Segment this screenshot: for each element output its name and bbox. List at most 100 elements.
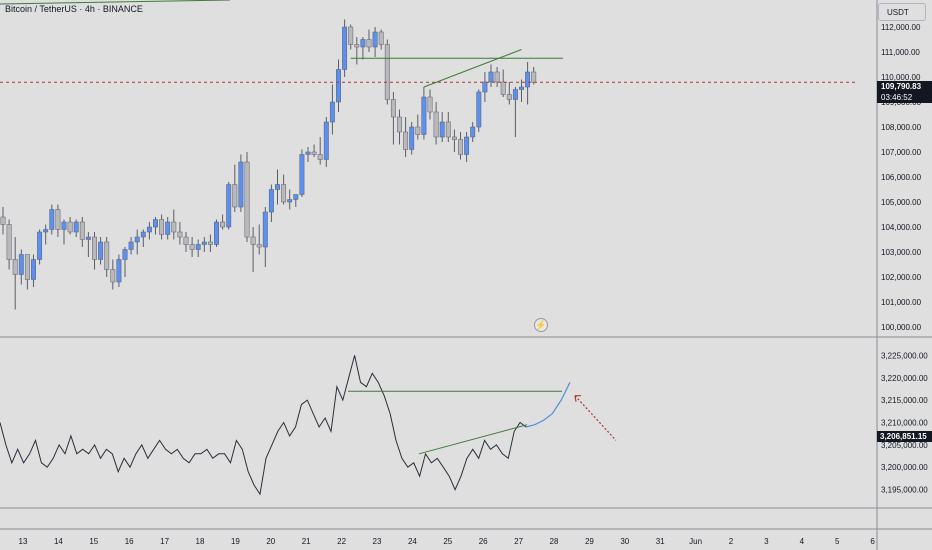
candle-body xyxy=(506,94,512,100)
candle-body xyxy=(92,236,97,260)
candle-body xyxy=(153,219,158,228)
price-scale[interactable]: 112,000.00111,000.00110,000.00109,000.00… xyxy=(881,23,922,332)
time-axis-label: 28 xyxy=(550,537,559,546)
oscillator-scale-label: 3,220,000.00 xyxy=(881,374,928,383)
candle-body xyxy=(226,184,232,228)
candle-body xyxy=(464,136,470,155)
candle-body xyxy=(12,259,18,275)
candle-body xyxy=(140,231,146,238)
candle-body xyxy=(177,231,183,238)
candle-body xyxy=(268,189,274,213)
time-axis-label: 26 xyxy=(479,537,488,546)
oscillator-last-value-tag: 3,206,851.15 xyxy=(877,431,932,442)
time-axis-label: 31 xyxy=(656,537,665,546)
candle-body xyxy=(421,96,427,135)
symbol-title: Bitcoin / TetherUS · 4h · BINANCE xyxy=(5,4,143,14)
candle-body xyxy=(146,226,152,233)
candles-layer xyxy=(0,19,537,310)
candle-body xyxy=(397,116,402,133)
time-axis-label: 16 xyxy=(125,537,134,546)
candle-body xyxy=(37,231,43,260)
price-scale-label: 101,000.00 xyxy=(881,298,922,307)
candle-body xyxy=(494,71,500,83)
time-axis-label: 14 xyxy=(54,537,63,546)
candle-body xyxy=(336,69,341,103)
price-scale-label: 103,000.00 xyxy=(881,248,922,257)
candle-body xyxy=(305,151,311,155)
oscillator-scale-label: 3,225,000.00 xyxy=(881,351,928,360)
candle-body xyxy=(207,241,213,245)
candle-body xyxy=(98,241,104,260)
drawings-layer xyxy=(0,49,857,88)
candle-body xyxy=(220,221,226,228)
candle-body xyxy=(390,99,396,118)
time-axis-label: 13 xyxy=(19,537,28,546)
time-axis-label: Jun xyxy=(689,537,702,546)
time-axis[interactable]: 13 14 15 16 17 18 19 20 21 22 23 24 25 26 27 28 29 30 31 Ju… xyxy=(19,537,876,546)
time-axis-label: 21 xyxy=(302,537,311,546)
currency-button[interactable]: USDT xyxy=(878,3,926,21)
time-axis-label: 2 xyxy=(729,537,734,546)
candle-body xyxy=(531,71,537,83)
candle-body xyxy=(6,224,12,260)
candle-body xyxy=(116,259,122,283)
candle-body xyxy=(244,161,250,238)
candle-body xyxy=(61,221,67,230)
oscillator-scale[interactable]: 3,225,000.00 3,220,000.00 3,215,000.00 3,21… xyxy=(881,351,928,494)
oscillator-trendline xyxy=(418,424,528,455)
last-price-tag: 109,790.83 xyxy=(877,81,932,92)
candle-body xyxy=(183,236,189,245)
candle-body xyxy=(110,269,116,283)
price-scale-label: 102,000.00 xyxy=(881,273,922,282)
candle-body xyxy=(128,241,134,250)
candle-body xyxy=(85,236,91,240)
oscillator-layer xyxy=(0,355,617,496)
candle-body xyxy=(451,136,457,140)
candle-body xyxy=(201,241,207,245)
time-axis-label: 29 xyxy=(585,537,594,546)
time-axis-label: 25 xyxy=(443,537,452,546)
candle-body xyxy=(525,71,531,88)
candle-body xyxy=(49,209,55,230)
candle-body xyxy=(31,259,36,280)
candle-body xyxy=(287,199,293,203)
candle-body xyxy=(214,221,219,245)
candle-body xyxy=(171,221,177,233)
lightning-icon[interactable]: ⚡ xyxy=(534,318,548,332)
time-axis-label: 18 xyxy=(196,537,205,546)
candle-body xyxy=(403,131,409,150)
time-axis-label: 17 xyxy=(160,537,169,546)
price-scale-label: 108,000.00 xyxy=(881,123,922,132)
time-axis-label: 22 xyxy=(337,537,346,546)
time-axis-label: 5 xyxy=(835,537,840,546)
projection-arrow xyxy=(574,395,617,441)
time-axis-label: 27 xyxy=(514,537,523,546)
candle-body xyxy=(433,111,439,138)
oscillator-line xyxy=(0,355,527,496)
oscillator-scale-label: 3,205,000.00 xyxy=(881,441,928,450)
candle-body xyxy=(482,81,488,93)
price-scale-label: 111,000.00 xyxy=(881,48,920,57)
candle-body xyxy=(195,244,201,250)
candle-body xyxy=(24,254,30,280)
oscillator-scale-label: 3,200,000.00 xyxy=(881,463,928,472)
candle-body xyxy=(165,221,171,235)
projection-arrowhead xyxy=(574,395,581,402)
partial-trendline[interactable] xyxy=(0,0,231,5)
price-scale-label: 107,000.00 xyxy=(881,148,922,157)
time-axis-label: 19 xyxy=(231,537,240,546)
candle-body xyxy=(470,126,476,138)
candle-body xyxy=(104,241,110,270)
candle-body xyxy=(500,81,506,95)
time-axis-label: 6 xyxy=(870,537,875,546)
price-scale-label: 112,000.00 xyxy=(881,23,921,32)
candle-body xyxy=(238,161,244,208)
oscillator-scale-label: 3,210,000.00 xyxy=(881,419,928,428)
candle-body xyxy=(519,86,524,90)
candle-body xyxy=(293,194,299,200)
candle-body xyxy=(439,121,445,138)
candle-body xyxy=(232,184,238,208)
candle-body xyxy=(323,121,329,160)
